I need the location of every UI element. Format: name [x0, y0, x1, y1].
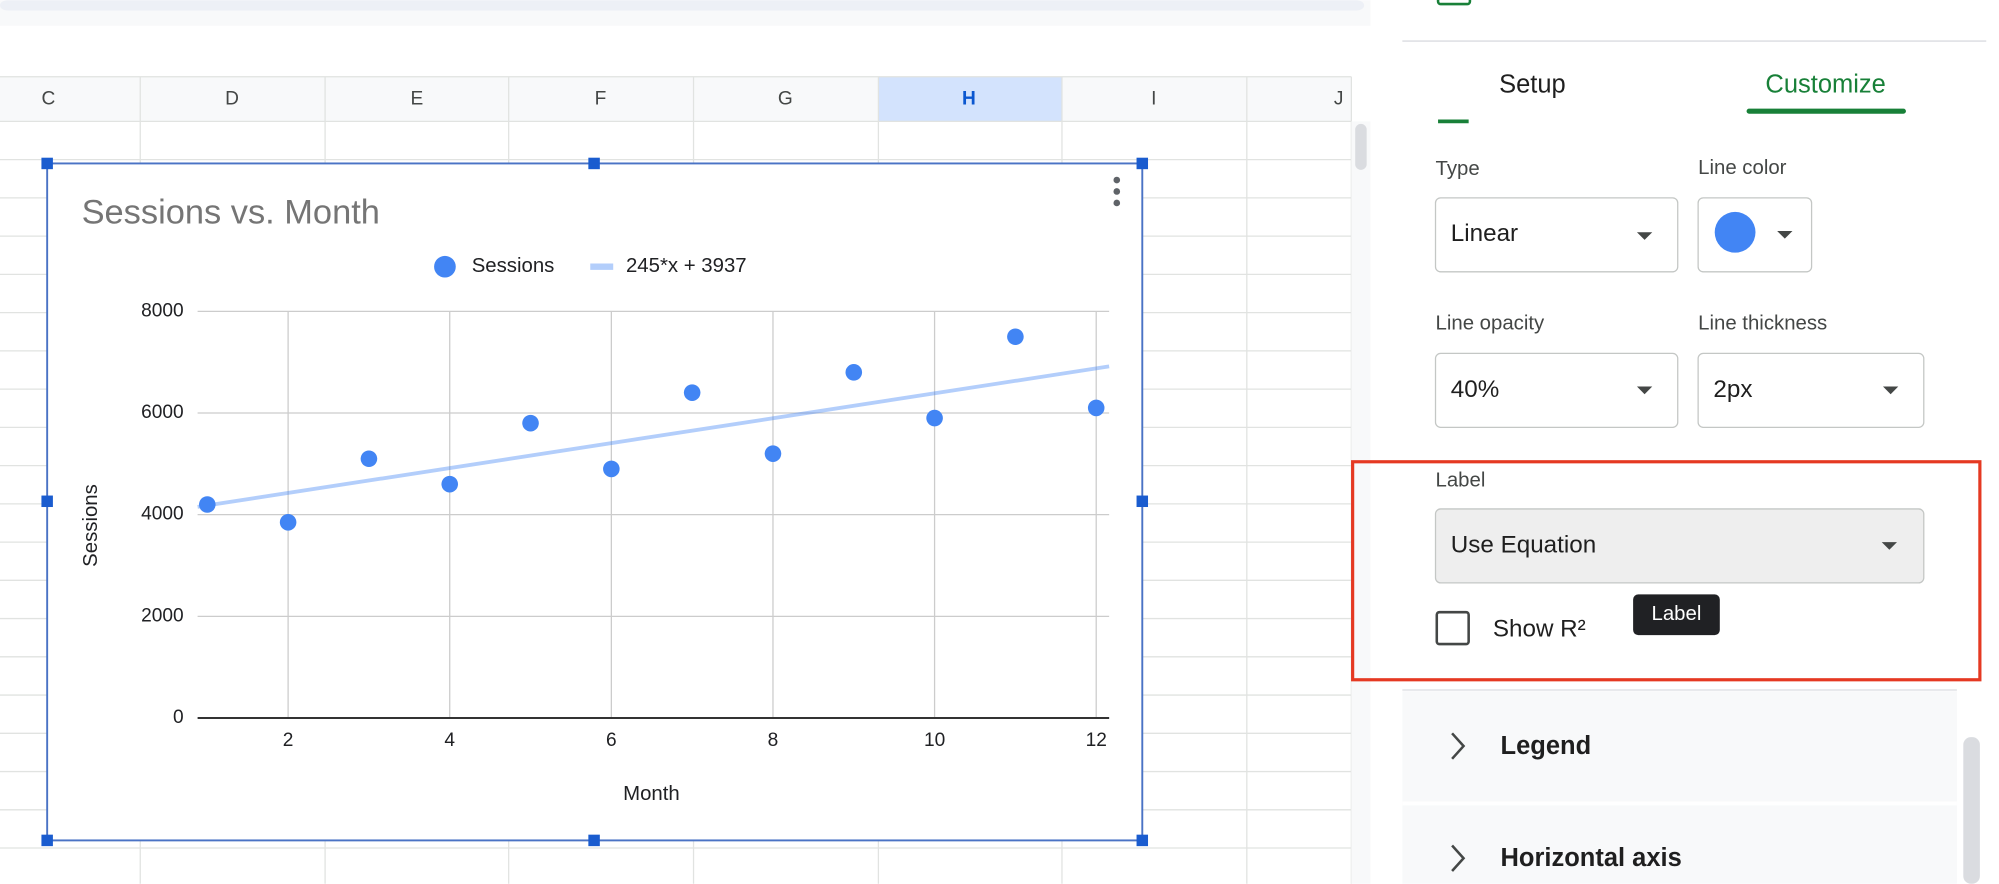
collapsed-sections	[1402, 691, 1957, 884]
data-point	[279, 514, 297, 531]
selected-column-header	[878, 76, 1062, 122]
y-tick-label: 0	[173, 707, 184, 728]
y-tick-label: 6000	[141, 402, 184, 423]
chart-menu[interactable]	[1113, 176, 1121, 207]
resize-handle[interactable]	[588, 157, 600, 170]
y-tick-label: 8000	[141, 300, 184, 321]
tab[interactable]: Setup	[1499, 70, 1566, 98]
tab-underline	[1746, 108, 1906, 114]
menu-dot	[1113, 188, 1121, 195]
field-label: Line thickness	[1698, 312, 1827, 334]
checkbox[interactable]	[1435, 610, 1470, 646]
field-label: Type	[1436, 158, 1480, 180]
dropdown-value: 2px	[1713, 376, 1752, 403]
column-header-bar	[0, 76, 1352, 122]
trendline	[197, 364, 1110, 509]
column-header: J	[1334, 89, 1344, 110]
data-point	[603, 460, 620, 478]
data-point	[199, 496, 216, 513]
resize-handle[interactable]	[41, 495, 53, 508]
resize-handle[interactable]	[41, 834, 53, 847]
data-point	[926, 409, 943, 427]
section-header[interactable]: Horizontal axis	[1501, 844, 1682, 872]
column-header: E	[411, 89, 424, 110]
dropdown-value: Use Equation	[1451, 531, 1596, 558]
scrollbar-track	[1351, 121, 1371, 884]
column-header: I	[1151, 89, 1156, 110]
y-tick-label: 2000	[141, 605, 184, 626]
dropdown[interactable]	[1697, 352, 1925, 428]
data-point	[683, 384, 701, 401]
data-point	[441, 475, 459, 493]
column-header: G	[778, 89, 793, 110]
caret	[1636, 386, 1653, 395]
x-tick-label: 12	[1086, 730, 1107, 751]
menu-dot	[1113, 176, 1121, 184]
checkbox-label: Show R²	[1493, 615, 1586, 642]
y-axis-label: Sessions	[80, 484, 102, 567]
dropdown[interactable]	[1434, 197, 1679, 273]
column-header: D	[225, 89, 239, 110]
caret	[1777, 231, 1793, 239]
dropdown[interactable]	[1434, 508, 1925, 584]
chart-title: Sessions vs. Month	[82, 194, 380, 232]
panel-scrollbar-thumb[interactable]	[1963, 737, 1980, 884]
tooltip-text: Label	[1652, 603, 1702, 625]
y-tick-label: 4000	[141, 504, 184, 525]
legend-label: Sessions	[472, 255, 555, 277]
column-header: H	[962, 89, 976, 110]
field-label: Line color	[1698, 157, 1787, 179]
x-axis-label: Month	[623, 783, 680, 805]
dropdown[interactable]	[1434, 352, 1679, 428]
chevron	[1451, 732, 1466, 760]
color-swatch	[1714, 211, 1756, 253]
resize-handle[interactable]	[41, 157, 53, 170]
legend-label: 245*x + 3937	[626, 255, 747, 277]
resize-handles	[41, 157, 1149, 847]
x-tick-label: 6	[606, 730, 617, 751]
chart: 0 2000 4000 6000 8000 2 4 6 8 10 12 Sessions 245*x +…	[141, 255, 1110, 751]
caret	[1636, 232, 1653, 240]
chart-frame[interactable]	[46, 162, 1144, 842]
search-box	[0, 0, 1365, 11]
column-header: F	[595, 89, 607, 110]
caret	[1882, 386, 1899, 395]
panel-icon	[1436, 0, 1472, 6]
data-point	[845, 364, 863, 381]
legend-marker	[434, 255, 456, 278]
x-tick-label: 2	[283, 730, 294, 751]
highlight-box	[1351, 460, 1982, 682]
field-label: Line opacity	[1436, 312, 1546, 334]
menu-dot	[1113, 199, 1121, 207]
data-point	[522, 414, 539, 432]
dropdown-value: 40%	[1451, 376, 1499, 403]
x-tick-label: 4	[444, 730, 455, 751]
resize-handle[interactable]	[1136, 495, 1149, 508]
chevron	[1451, 844, 1466, 872]
section-header[interactable]: Legend	[1501, 732, 1592, 760]
data-point	[360, 450, 378, 468]
caret	[1881, 542, 1898, 550]
column-header: C	[42, 89, 56, 110]
data-point	[1007, 328, 1024, 346]
x-tick-label: 10	[924, 730, 945, 751]
data-point	[1087, 399, 1105, 417]
tooltip	[1633, 594, 1720, 636]
resize-handle[interactable]	[588, 834, 600, 847]
dropdown-value: Linear	[1451, 220, 1518, 247]
resize-handle[interactable]	[1136, 834, 1149, 847]
x-tick-label: 8	[768, 730, 779, 751]
tab[interactable]: Customize	[1765, 70, 1885, 98]
scrollbar-thumb[interactable]	[1355, 123, 1367, 170]
field-label: Label	[1436, 469, 1486, 491]
resize-handle[interactable]	[1136, 157, 1149, 170]
data-point	[764, 445, 782, 462]
